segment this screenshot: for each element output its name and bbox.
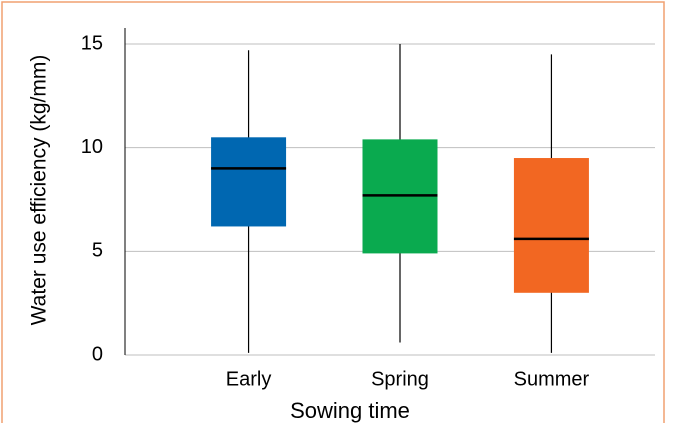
y-axis-label: Water use efficiency (kg/mm) <box>28 55 51 326</box>
box <box>513 158 589 293</box>
y-tick-label: 15 <box>81 32 103 54</box>
x-tick-label: Early <box>226 368 272 390</box>
x-tick-label: Summer <box>514 368 590 390</box>
y-tick-label: 5 <box>92 240 103 262</box>
y-tick-label: 10 <box>81 136 103 158</box>
box <box>211 137 287 227</box>
x-tick-label: Spring <box>371 368 429 390</box>
y-tick-label: 0 <box>92 343 103 365</box>
x-axis-label: Sowing time <box>290 398 410 423</box>
